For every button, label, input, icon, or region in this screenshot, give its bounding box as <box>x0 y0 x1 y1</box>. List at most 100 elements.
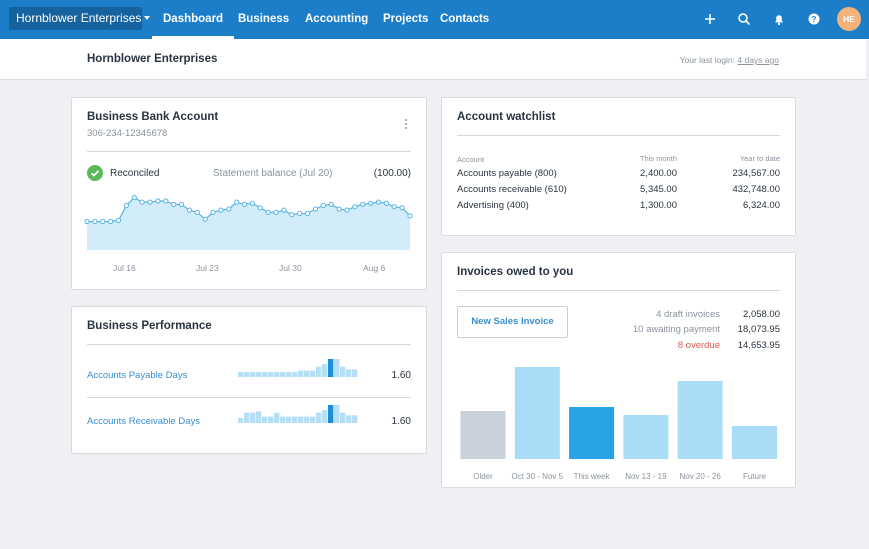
sparkline-bar <box>250 371 256 377</box>
search-icon[interactable] <box>734 9 754 29</box>
sparkline-bar <box>334 359 340 377</box>
reconciled-status: Reconciled <box>110 168 160 179</box>
sparkline-bar <box>244 412 250 423</box>
sparkline-bar <box>340 366 346 377</box>
balance-point <box>100 218 106 225</box>
sparkline-bar <box>310 370 316 377</box>
sparkline-bar <box>280 416 286 423</box>
sparkline-bar <box>274 371 280 377</box>
balance-point <box>399 205 405 211</box>
balance-point <box>242 201 248 207</box>
sparkline-bar <box>262 416 268 423</box>
org-switcher-label: Hornblower Enterprises <box>16 11 142 25</box>
accounts-payable-days-value: 1.60 <box>391 370 411 381</box>
balance-point <box>297 210 303 217</box>
nav-dashboard[interactable]: Dashboard <box>151 0 235 39</box>
watchlist-ytd: 6,324.00 <box>743 200 780 211</box>
bell-icon[interactable] <box>769 9 789 29</box>
balance-point <box>368 200 374 206</box>
awaiting-payment-link[interactable]: 10 awaiting payment <box>632 324 720 335</box>
balance-point <box>171 201 177 207</box>
invoice-bar-label: Future <box>742 472 767 481</box>
balance-point <box>407 213 413 219</box>
plus-icon[interactable] <box>700 9 720 29</box>
page-title: Hornblower Enterprises <box>87 53 218 65</box>
balance-point <box>383 200 389 206</box>
bank-account-title[interactable]: Business Bank Account <box>87 111 219 123</box>
watchlist-account[interactable]: Advertising (400) <box>457 200 529 211</box>
org-switcher-button[interactable]: Hornblower Enterprises <box>9 7 151 30</box>
more-options-icon[interactable] <box>404 119 408 133</box>
balance-point <box>178 201 185 207</box>
invoice-bar-label: Oct 30 - Nov 5 <box>511 472 564 481</box>
watchlist-this-month: 5,345.00 <box>640 184 677 195</box>
sparkline-bar <box>304 370 310 377</box>
sparkline-bar <box>268 371 274 377</box>
divider <box>87 397 411 398</box>
watchlist-account[interactable]: Accounts receivable (610) <box>457 184 567 195</box>
balance-point <box>305 210 311 217</box>
account-number: 306-234-12345678 <box>87 128 168 139</box>
watchlist-this-month: 2,400.00 <box>640 168 677 179</box>
balance-point <box>352 204 358 210</box>
new-sales-invoice-button[interactable]: New Sales Invoice <box>457 306 568 338</box>
balance-point <box>234 199 240 205</box>
watchlist-ytd: 432,748.00 <box>732 184 780 195</box>
x-tick: Jul 30 <box>279 263 302 273</box>
nav-business[interactable]: Business <box>238 13 290 25</box>
invoice-bar-label: Nov 20 - 26 <box>679 472 721 481</box>
accounts-receivable-days-link[interactable]: Accounts Receivable Days <box>87 416 200 427</box>
sparkline-bar <box>292 416 298 423</box>
invoice-bar-label: Nov 13 - 19 <box>625 472 667 481</box>
sparkline-bar <box>292 371 298 377</box>
user-avatar[interactable]: HE <box>837 7 861 31</box>
sparkline-bar <box>310 416 316 423</box>
overdue-link[interactable]: 8 overdue <box>677 340 720 351</box>
nav-contacts[interactable]: Contacts <box>440 13 490 25</box>
sparkline-bar <box>298 416 304 423</box>
balance-point <box>139 199 145 205</box>
nav-accounting[interactable]: Accounting <box>305 13 369 25</box>
sparkline-bar <box>250 412 256 423</box>
balance-point <box>108 218 114 225</box>
draft-invoices-value: 2,058.00 <box>743 309 780 320</box>
invoice-bar-label: This week <box>573 472 610 481</box>
awaiting-payment-value: 18,073.95 <box>737 324 780 335</box>
sparkline-bar <box>274 412 280 423</box>
sparkline-bar <box>238 417 244 423</box>
sparkline-bar <box>322 364 328 377</box>
bank-balance-chart <box>84 195 413 250</box>
last-login: Your last login: 4 days ago <box>680 55 779 65</box>
balance-point <box>202 216 208 222</box>
check-circle-icon <box>87 165 103 181</box>
sparkline-bar <box>298 370 304 377</box>
balance-point <box>281 207 287 213</box>
accounts-receivable-days-value: 1.60 <box>391 416 411 427</box>
watchlist-ytd: 234,567.00 <box>732 168 780 179</box>
sparkline-bar <box>280 371 286 377</box>
accounts-payable-days-link[interactable]: Accounts Payable Days <box>87 370 188 381</box>
invoice-bar-label: Older <box>473 472 493 481</box>
balance-point <box>328 201 334 207</box>
balance-point <box>273 209 279 215</box>
draft-invoices-link[interactable]: 4 draft invoices <box>656 309 720 320</box>
sparkline-bar <box>334 405 340 423</box>
bank-account-card: Business Bank Account 306-234-12345678 R… <box>71 97 427 290</box>
caret-down-icon <box>144 16 151 20</box>
watchlist-account[interactable]: Accounts payable (800) <box>457 168 557 179</box>
column-header-this-month: This month <box>639 154 677 163</box>
balance-point <box>84 218 90 225</box>
org-header: Hornblower Enterprises Your last login: … <box>0 39 866 80</box>
sparkline-bar <box>256 411 262 423</box>
balance-point <box>257 205 263 211</box>
invoice-bar <box>623 415 669 459</box>
top-nav-bar: Hornblower Enterprises Dashboard Busines… <box>0 0 869 39</box>
balance-point <box>155 198 161 204</box>
invoice-bar <box>514 367 560 459</box>
balance-area <box>87 197 410 250</box>
last-login-prefix: Your last login: <box>679 55 738 65</box>
last-login-link[interactable]: 4 days ago <box>737 55 779 65</box>
help-icon[interactable]: ? <box>804 9 824 29</box>
sparkline-bar <box>304 416 310 423</box>
nav-projects[interactable]: Projects <box>383 13 429 25</box>
